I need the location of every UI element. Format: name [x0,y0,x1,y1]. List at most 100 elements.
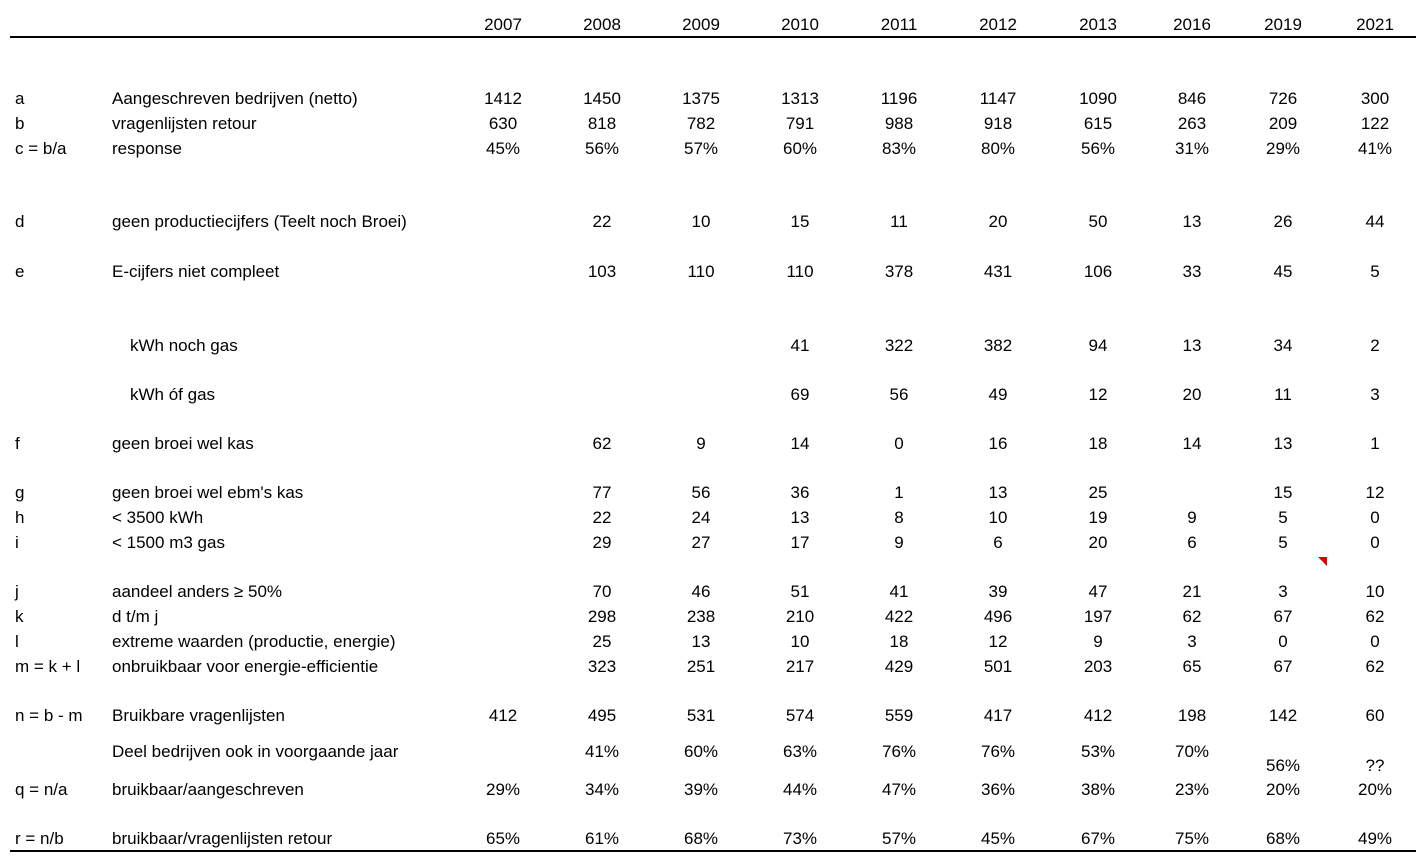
table-cell[interactable]: 496 [983,607,1013,626]
table-cell[interactable]: 15 [1273,483,1293,502]
table-cell[interactable]: 41% [584,742,620,761]
table-cell[interactable]: 10 [790,632,810,651]
table-cell[interactable]: 0 [894,434,904,453]
table-cell[interactable]: 56% [1080,139,1116,158]
table-cell[interactable]: 110 [786,262,814,281]
table-cell[interactable]: 45% [485,139,521,158]
table-cell[interactable]: 49% [1357,829,1393,848]
table-cell[interactable]: 29% [485,780,521,799]
table-cell[interactable]: 63% [782,742,818,761]
table-cell[interactable]: 217 [785,657,815,676]
table-cell[interactable]: 322 [884,336,914,355]
table-cell[interactable]: 22 [592,508,612,527]
table-cell[interactable]: 29 [592,533,612,552]
table-cell[interactable]: 782 [686,114,716,133]
table-cell[interactable]: 70 [592,582,612,601]
table-cell[interactable]: 31% [1174,139,1210,158]
table-cell[interactable]: 38% [1080,780,1116,799]
table-cell[interactable]: 251 [686,657,716,676]
table-cell[interactable]: 110 [687,262,715,281]
table-cell[interactable]: 20 [988,212,1008,231]
table-cell[interactable]: 6 [993,533,1003,552]
table-cell[interactable]: 39 [988,582,1008,601]
table-cell[interactable]: 62 [1365,607,1385,626]
table-cell[interactable]: 45% [980,829,1016,848]
table-cell[interactable]: 918 [983,114,1013,133]
table-cell[interactable]: 122 [1360,114,1390,133]
table-cell[interactable]: 21 [1182,582,1202,601]
table-cell[interactable]: 2 [1370,336,1380,355]
table-cell[interactable]: 1313 [781,89,819,108]
table-cell[interactable]: 16 [988,434,1008,453]
table-cell[interactable]: 65 [1182,657,1202,676]
table-cell[interactable]: 44% [782,780,818,799]
table-cell[interactable]: 103 [587,262,617,281]
table-cell[interactable]: 62 [1182,607,1202,626]
table-cell[interactable]: 495 [587,706,617,725]
table-cell[interactable]: 846 [1177,89,1207,108]
table-cell[interactable]: 1375 [682,89,720,108]
table-cell[interactable]: 20 [1182,385,1202,404]
table-cell[interactable]: 34% [584,780,620,799]
table-cell[interactable]: 23% [1174,780,1210,799]
table-cell[interactable]: 56% [584,139,620,158]
table-cell[interactable]: 1147 [979,89,1017,108]
table-cell[interactable]: 5 [1370,262,1380,281]
table-cell[interactable]: 298 [587,607,617,626]
table-cell[interactable]: 26 [1273,212,1293,231]
table-cell[interactable]: 73% [782,829,818,848]
table-cell[interactable]: 67 [1273,657,1293,676]
table-cell[interactable]: 83% [881,139,917,158]
table-cell[interactable]: 1412 [484,89,522,108]
table-cell[interactable]: 11 [1274,385,1292,404]
table-cell[interactable]: 615 [1083,114,1113,133]
table-cell[interactable]: 76% [881,742,917,761]
table-cell[interactable]: 1 [894,483,904,502]
table-cell[interactable]: 630 [488,114,518,133]
table-cell[interactable]: 574 [785,706,815,725]
table-cell[interactable]: 61% [584,829,620,848]
table-cell[interactable]: 5 [1278,533,1288,552]
table-cell[interactable]: 13 [1182,212,1202,231]
table-cell[interactable]: 60% [782,139,818,158]
table-cell[interactable]: 67% [1080,829,1116,848]
table-cell[interactable]: 323 [587,657,617,676]
table-cell[interactable]: 9 [696,434,706,453]
table-cell[interactable]: 559 [884,706,914,725]
table-cell[interactable]: 106 [1083,262,1113,281]
table-cell[interactable]: 5 [1278,508,1288,527]
table-cell[interactable]: 1 [1370,434,1380,453]
table-cell[interactable]: 13 [790,508,810,527]
table-cell[interactable]: 412 [488,706,518,725]
table-cell[interactable]: 50 [1088,212,1108,231]
table-cell[interactable]: 142 [1268,706,1298,725]
table-cell[interactable]: 378 [884,262,914,281]
table-cell[interactable]: 13 [691,632,711,651]
table-cell[interactable]: 41% [1357,139,1393,158]
table-cell[interactable]: 36 [790,483,810,502]
table-cell[interactable]: 429 [884,657,914,676]
table-cell[interactable]: 6 [1187,533,1197,552]
table-cell[interactable]: 18 [889,632,909,651]
table-cell[interactable]: 412 [1083,706,1113,725]
table-cell[interactable]: 501 [983,657,1013,676]
table-cell[interactable]: 13 [988,483,1008,502]
table-cell[interactable]: 1196 [880,89,918,108]
comment-indicator-icon[interactable] [1318,557,1327,566]
table-cell[interactable]: 198 [1177,706,1207,725]
table-cell[interactable]: 94 [1088,336,1108,355]
table-cell[interactable]: 65% [485,829,521,848]
table-cell[interactable]: 57% [881,829,917,848]
table-cell[interactable]: 8 [894,508,904,527]
table-cell[interactable]: 818 [587,114,617,133]
table-cell[interactable]: 24 [691,508,711,527]
table-cell[interactable]: 210 [785,607,815,626]
table-cell[interactable]: 60 [1365,706,1385,725]
table-cell[interactable]: 10 [1365,582,1385,601]
table-cell[interactable]: 29% [1265,139,1301,158]
table-cell[interactable]: 209 [1268,114,1298,133]
table-cell[interactable]: 0 [1370,632,1380,651]
table-cell[interactable]: 68% [1265,829,1301,848]
table-cell[interactable]: 9 [1093,632,1103,651]
table-cell[interactable]: 0 [1370,508,1380,527]
